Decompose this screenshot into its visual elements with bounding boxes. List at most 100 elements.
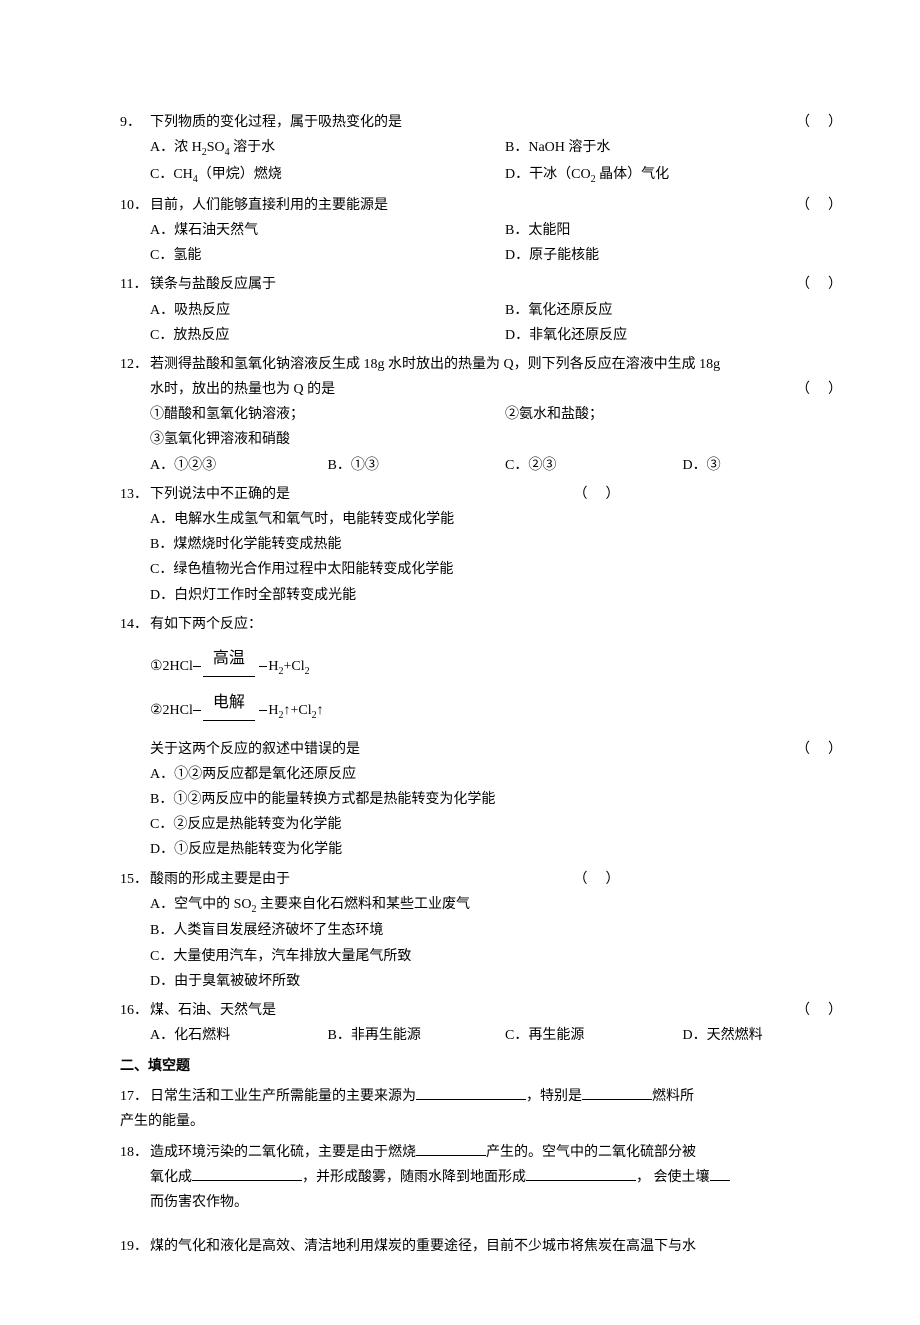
q14-eq2-cond: 电解: [203, 689, 255, 721]
q15-num: 15．: [120, 867, 150, 892]
q18-p1: 造成环境污染的二氧化硫，主要是由于燃烧: [150, 1145, 416, 1160]
q17-p2: ，特别是: [526, 1089, 582, 1104]
q15-opt-c: C．大量使用汽车，汽车排放大量尾气所致: [120, 944, 860, 969]
blank-input[interactable]: [526, 1165, 636, 1181]
q18-p5: ， 会使土壤: [636, 1170, 710, 1185]
q12-s1: ①醋酸和氢氧化钠溶液；: [150, 402, 505, 427]
q12-text1: 若测得盐酸和氢氧化钠溶液反生成 18g 水时放出的热量为 Q，则下列各反应在溶液…: [150, 352, 860, 377]
q13-opt-a: A．电解水生成氢气和氧气时，电能转变成化学能: [120, 507, 860, 532]
q10-header: 10． 目前，人们能够直接利用的主要能源是 （）: [120, 193, 860, 218]
q13-text: 下列说法中不正确的是 （）: [150, 482, 860, 507]
question-10: 10． 目前，人们能够直接利用的主要能源是 （） A．煤石油天然气 B．太能阳 …: [120, 193, 860, 269]
q18-p3: 氧化成: [150, 1170, 192, 1185]
q9-opt-c: C．CH4（甲烷）燃烧: [150, 162, 505, 189]
q14-header: 14． 有如下两个反应：: [120, 612, 860, 637]
equals-icon: [193, 710, 201, 711]
q10-stem: 目前，人们能够直接利用的主要能源是: [150, 198, 388, 213]
q9-opt-a: A．浓 H2SO4 溶于水: [150, 135, 505, 162]
q14-eq1-pre: ①2HCl: [150, 659, 193, 674]
question-18: 18．造成环境污染的二氧化硫，主要是由于燃烧产生的。空气中的二氧化硫部分被 氧化…: [120, 1140, 860, 1216]
q13-num: 13．: [120, 482, 150, 507]
q16-options: A．化石燃料 B．非再生能源 C．再生能源 D．天然燃料: [120, 1023, 860, 1048]
q18-line3: 而伤害农作物。: [120, 1190, 860, 1215]
q18-p4: ，并形成酸雾，随雨水降到地面形成: [302, 1170, 526, 1185]
q10-options: A．煤石油天然气 B．太能阳 C．氢能 D．原子能核能: [120, 218, 860, 268]
q16-opt-b: B．非再生能源: [328, 1023, 506, 1048]
q14-opt-c: C．②反应是热能转变为化学能: [120, 812, 860, 837]
q14-eq1: ①2HCl高温 H2+Cl2: [120, 649, 860, 681]
q12-opt-c: C．②③: [505, 453, 683, 478]
question-16: 16． 煤、石油、天然气是 （） A．化石燃料 B．非再生能源 C．再生能源 D…: [120, 998, 860, 1048]
q14-opt-d: D．①反应是热能转变为化学能: [120, 837, 860, 862]
q15-header: 15． 酸雨的形成主要是由于 （）: [120, 867, 860, 892]
question-11: 11． 镁条与盐酸反应属于 （） A．吸热反应 B．氧化还原反应 C．放热反应 …: [120, 272, 860, 348]
q11-opt-d: D．非氧化还原反应: [505, 323, 860, 348]
question-14: 14． 有如下两个反应： ①2HCl高温 H2+Cl2 ②2HCl电解 H2↑+…: [120, 612, 860, 863]
q16-header: 16． 煤、石油、天然气是 （）: [120, 998, 860, 1023]
equals-icon: [259, 666, 267, 667]
question-13: 13． 下列说法中不正确的是 （） A．电解水生成氢气和氧气时，电能转变成化学能…: [120, 482, 860, 608]
equals-icon: [259, 710, 267, 711]
q12-paren: （）: [796, 377, 860, 402]
q14-stem2: 关于这两个反应的叙述中错误的是: [150, 742, 360, 757]
question-19: 19．煤的气化和液化是高效、清洁地利用煤炭的重要途径，目前不少城市将焦炭在高温下…: [120, 1234, 860, 1259]
q15-text: 酸雨的形成主要是由于 （）: [150, 867, 860, 892]
q14-stem2-row: 关于这两个反应的叙述中错误的是 （）: [120, 737, 860, 762]
section-2-title: 二、填空题: [120, 1054, 860, 1079]
q14-opt-b: B．①②两反应中的能量转换方式都是热能转变为化学能: [120, 787, 860, 812]
q15-paren: （）: [574, 872, 638, 887]
question-15: 15． 酸雨的形成主要是由于 （） A．空气中的 SO2 主要来自化石燃料和某些…: [120, 867, 860, 995]
q16-text: 煤、石油、天然气是 （）: [150, 998, 860, 1023]
equals-icon: [193, 666, 201, 667]
q12-header1: 12． 若测得盐酸和氢氧化钠溶液反生成 18g 水时放出的热量为 Q，则下列各反…: [120, 352, 860, 377]
q9-header: 9． 下列物质的变化过程，属于吸热变化的是 （）: [120, 110, 860, 135]
q13-header: 13． 下列说法中不正确的是 （）: [120, 482, 860, 507]
q14-opt-a: A．①②两反应都是氧化还原反应: [120, 762, 860, 787]
blank-input[interactable]: [416, 1084, 526, 1100]
question-12: 12． 若测得盐酸和氢氧化钠溶液反生成 18g 水时放出的热量为 Q，则下列各反…: [120, 352, 860, 478]
q17-p1: 日常生活和工业生产所需能量的主要来源为: [150, 1089, 416, 1104]
q17-cont: 产生的能量。: [120, 1109, 860, 1134]
q12-num: 12．: [120, 352, 150, 377]
q12-s2: ②氨水和盐酸；: [505, 402, 860, 427]
q10-opt-a: A．煤石油天然气: [150, 218, 505, 243]
q15-opt-a: A．空气中的 SO2 主要来自化石燃料和某些工业废气: [120, 892, 860, 919]
q11-header: 11． 镁条与盐酸反应属于 （）: [120, 272, 860, 297]
q9-opt-b: B．NaOH 溶于水: [505, 135, 860, 162]
q12-opt-b: B．①③: [328, 453, 506, 478]
q11-opt-b: B．氧化还原反应: [505, 298, 860, 323]
q14-paren: （）: [796, 737, 860, 762]
q16-num: 16．: [120, 998, 150, 1023]
q15-opt-d: D．由于臭氧被破坏所致: [120, 969, 860, 994]
q10-paren: （）: [796, 193, 860, 218]
blank-input[interactable]: [582, 1084, 652, 1100]
q15-opt-b: B．人类盲目发展经济破坏了生态环境: [120, 918, 860, 943]
q9-text: 下列物质的变化过程，属于吸热变化的是 （）: [150, 110, 860, 135]
q14-eq2-pre: ②2HCl: [150, 703, 193, 718]
q12-opt-d: D．③: [683, 453, 861, 478]
q11-text: 镁条与盐酸反应属于 （）: [150, 272, 860, 297]
question-17: 17．日常生活和工业生产所需能量的主要来源为，特别是燃料所 产生的能量。: [120, 1084, 860, 1134]
q11-opt-a: A．吸热反应: [150, 298, 505, 323]
blank-input[interactable]: [710, 1165, 730, 1181]
q12-subs: ①醋酸和氢氧化钠溶液； ②氨水和盐酸； ③氢氧化钾溶液和硝酸: [120, 402, 860, 452]
q13-stem: 下列说法中不正确的是: [150, 487, 290, 502]
q14-text: 有如下两个反应：: [150, 612, 860, 637]
blank-input[interactable]: [416, 1140, 486, 1156]
q10-text: 目前，人们能够直接利用的主要能源是 （）: [150, 193, 860, 218]
q9-num: 9．: [120, 110, 150, 135]
q11-options: A．吸热反应 B．氧化还原反应 C．放热反应 D．非氧化还原反应: [120, 298, 860, 348]
q12-s3: ③氢氧化钾溶液和硝酸: [150, 427, 860, 452]
q18-line2: 氧化成 ，并形成酸雾，随雨水降到地面形成 ， 会使土壤: [120, 1165, 860, 1190]
q9-options: A．浓 H2SO4 溶于水 B．NaOH 溶于水 C．CH4（甲烷）燃烧 D．干…: [120, 135, 860, 189]
q18-p2: 产生的。空气中的二氧化硫部分被: [486, 1145, 696, 1160]
blank-input[interactable]: [192, 1165, 302, 1181]
q12-text2: 水时，放出的热量也为 Q 的是: [150, 382, 335, 397]
q16-paren: （）: [796, 998, 860, 1023]
q15-stem: 酸雨的形成主要是由于: [150, 872, 290, 887]
q12-options: A．①②③ B．①③ C．②③ D．③: [120, 453, 860, 478]
q12-opt-a: A．①②③: [150, 453, 328, 478]
q9-opt-d: D．干冰（CO2 晶体）气化: [505, 162, 860, 189]
q14-num: 14．: [120, 612, 150, 637]
q13-opt-c: C．绿色植物光合作用过程中太阳能转变成化学能: [120, 557, 860, 582]
